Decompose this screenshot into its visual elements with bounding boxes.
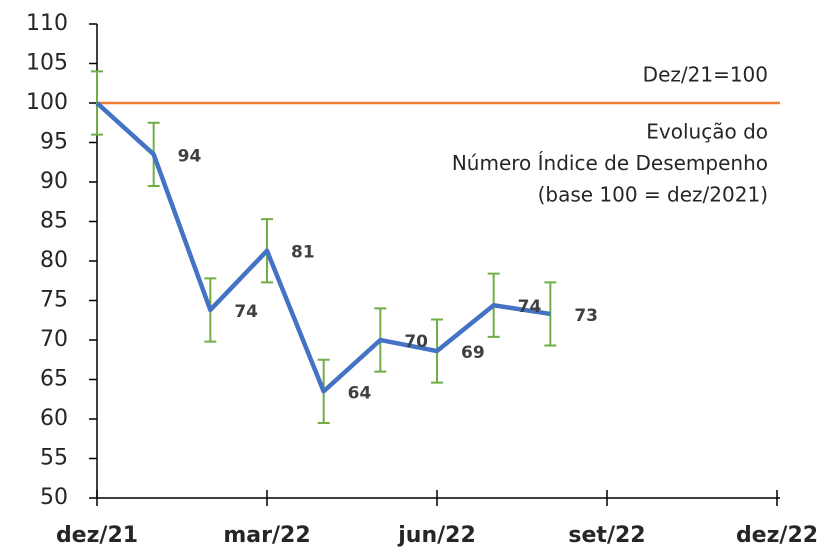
- y-tick-label: 65: [40, 367, 68, 392]
- y-tick-label: 60: [40, 406, 68, 431]
- annotation: Evolução do: [646, 120, 768, 144]
- data-label: 69: [461, 343, 485, 363]
- reference-label: Dez/21=100: [643, 63, 768, 87]
- data-label: 73: [574, 306, 598, 326]
- annotation: Número Índice de Desempenho: [452, 151, 768, 175]
- x-tick-label: jun/22: [397, 523, 476, 548]
- y-tick-label: 85: [40, 209, 68, 234]
- y-tick-label: 105: [26, 51, 68, 76]
- data-line: [95, 101, 551, 394]
- y-tick-label: 80: [40, 248, 68, 273]
- x-tick-label: mar/22: [223, 523, 310, 548]
- data-label: 81: [291, 243, 315, 263]
- y-tick-label: 110: [26, 11, 68, 36]
- y-tick-label: 90: [40, 169, 68, 194]
- data-label: 70: [404, 332, 428, 352]
- y-tick-label: 55: [40, 446, 68, 471]
- x-tick-label: set/22: [568, 523, 645, 548]
- data-label: 94: [178, 146, 202, 166]
- y-tick-label: 100: [26, 90, 68, 115]
- x-tick-label: dez/21: [56, 523, 138, 548]
- data-label: 74: [234, 302, 258, 322]
- y-tick-label: 95: [40, 130, 68, 155]
- data-label: 64: [348, 383, 372, 403]
- y-tick-label: 50: [40, 485, 68, 510]
- y-tick-label: 70: [40, 327, 68, 352]
- y-tick-label: 75: [40, 288, 68, 313]
- data-label: 74: [518, 297, 542, 317]
- x-tick-label: dez/22: [736, 523, 818, 548]
- annotation: (base 100 = dez/2021): [538, 183, 768, 207]
